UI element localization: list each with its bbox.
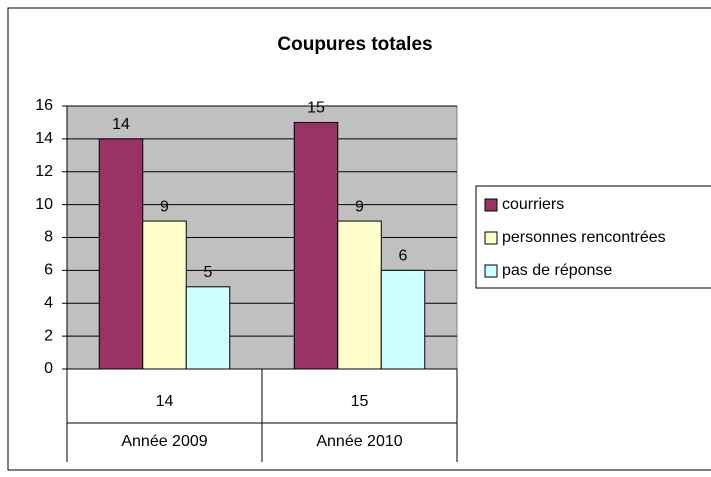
legend-label: personnes rencontrées (502, 229, 666, 246)
legend-box (475, 185, 711, 289)
bar (185, 286, 231, 370)
x-tick-label: 14 (156, 393, 174, 410)
chart-title: Coupures totales (277, 34, 432, 55)
legend-swatch (484, 231, 498, 245)
data-label: 9 (160, 198, 169, 215)
bar (380, 269, 426, 370)
x-tick-label: Année 2010 (316, 433, 402, 450)
data-label: 15 (307, 100, 325, 117)
data-label: 14 (112, 116, 130, 133)
legend-label: pas de réponse (502, 262, 612, 279)
bar (98, 138, 144, 370)
legend-swatch (484, 198, 498, 212)
bar (142, 220, 187, 370)
data-label: 6 (399, 248, 408, 265)
y-tick-label: 0 (44, 360, 53, 377)
data-label: 5 (204, 264, 213, 281)
y-tick-label: 16 (35, 97, 53, 114)
x-tick-label: Année 2009 (121, 433, 207, 450)
y-tick-label: 12 (35, 163, 53, 180)
y-tick-label: 6 (44, 262, 53, 279)
bar (337, 220, 382, 370)
data-label: 9 (355, 198, 364, 215)
y-tick-label: 4 (44, 294, 53, 311)
x-tick-label: 15 (351, 393, 369, 410)
y-tick-label: 10 (35, 196, 53, 213)
y-tick-label: 14 (35, 130, 53, 147)
bar (293, 121, 339, 370)
y-tick-label: 8 (44, 229, 53, 246)
legend-label: courriers (502, 196, 564, 213)
y-tick-label: 2 (44, 327, 53, 344)
legend-swatch (484, 264, 498, 278)
